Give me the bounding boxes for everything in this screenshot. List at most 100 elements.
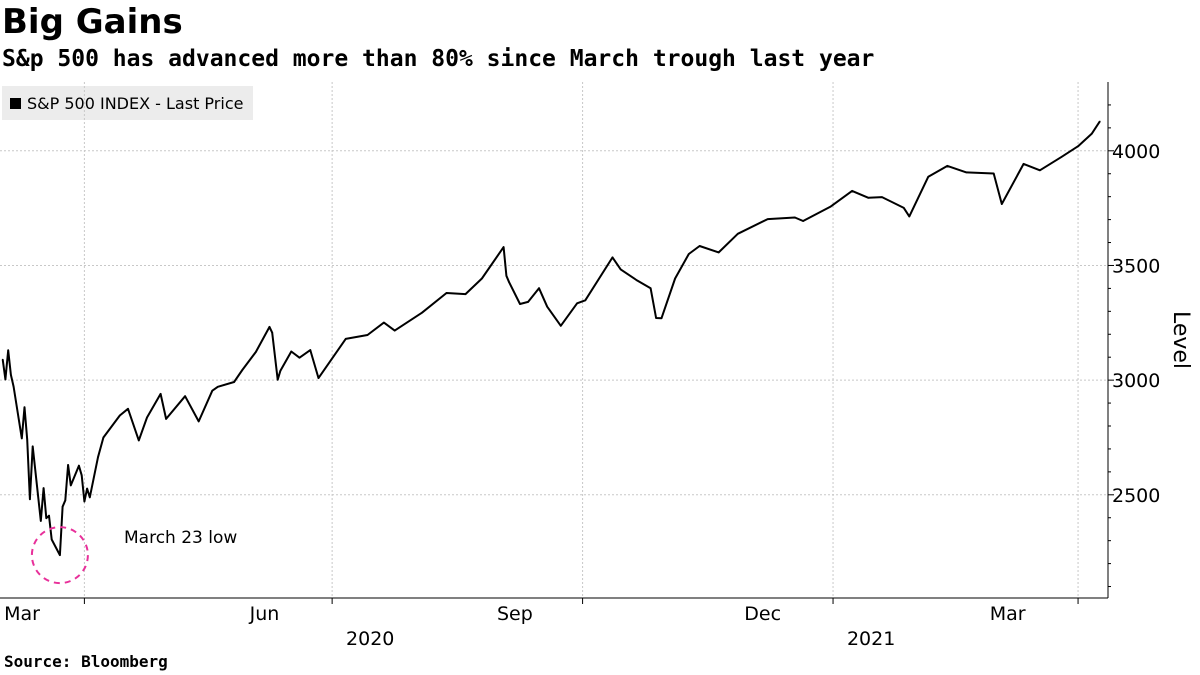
data-point	[674, 277, 676, 280]
data-point	[383, 321, 385, 324]
data-point	[317, 377, 320, 379]
data-point	[344, 338, 347, 340]
data-point	[611, 256, 614, 259]
gridlines	[0, 82, 1108, 598]
axes: 2500 3000 3500 4000 Mar Jun Sep Dec Mar 2020 2021 L…	[0, 82, 1193, 650]
data-point	[271, 331, 274, 334]
data-point	[698, 245, 701, 247]
data-point	[576, 302, 578, 305]
data-point	[965, 171, 968, 174]
series-layer	[1, 120, 1101, 557]
data-point	[802, 220, 804, 222]
data-point	[45, 517, 48, 519]
data-point	[508, 281, 510, 284]
data-point	[584, 299, 587, 302]
data-point	[1, 358, 4, 361]
data-point	[216, 385, 219, 388]
data-point	[560, 324, 562, 327]
data-point	[1001, 203, 1003, 205]
chart-subtitle: S&p 500 has advanced more than 80% since…	[2, 46, 875, 72]
data-point	[908, 215, 911, 218]
data-point	[165, 418, 167, 420]
y-tick-label: 2500	[1112, 485, 1160, 507]
data-point	[927, 175, 930, 178]
y-axis-title: Level	[1168, 311, 1193, 369]
x-tick-label: Mar	[4, 603, 40, 625]
data-point	[159, 393, 162, 395]
data-point	[1039, 169, 1041, 172]
data-point	[233, 381, 235, 383]
data-point	[20, 437, 23, 440]
series-line-sp500	[1, 120, 1101, 557]
data-point	[255, 351, 257, 353]
annotation-layer: March 23 low	[30, 526, 237, 585]
data-point	[445, 292, 448, 294]
data-point	[48, 514, 50, 517]
data-point	[1077, 145, 1079, 148]
data-point	[59, 554, 61, 556]
data-point	[146, 416, 148, 419]
data-point	[636, 279, 638, 282]
data-point	[505, 274, 508, 277]
annotation-label: March 23 low	[124, 528, 237, 548]
data-point	[50, 538, 53, 541]
data-point	[29, 498, 31, 500]
data-point	[421, 311, 423, 314]
data-point	[31, 445, 34, 448]
data-point	[83, 500, 86, 503]
data-point	[992, 172, 995, 175]
data-point	[519, 303, 521, 305]
legend: S&P 500 INDEX - Last Price	[2, 86, 254, 120]
data-point	[10, 374, 12, 376]
data-point	[366, 334, 369, 336]
data-point	[276, 378, 279, 381]
data-point	[69, 484, 72, 487]
x-tick-label: Sep	[497, 603, 533, 625]
x-year-label: 2020	[346, 628, 394, 650]
data-point	[78, 464, 80, 467]
data-point	[736, 233, 739, 235]
x-year-label: 2021	[847, 628, 895, 650]
data-point	[527, 301, 529, 303]
data-point	[946, 165, 949, 167]
data-point	[851, 190, 853, 192]
data-point	[102, 436, 105, 439]
data-point	[502, 246, 505, 248]
data-point	[766, 218, 769, 220]
data-point	[538, 287, 540, 289]
data-point	[40, 520, 42, 522]
data-point	[97, 456, 99, 458]
data-point	[1022, 163, 1025, 165]
legend-label: S&P 500 INDEX - Last Price	[27, 93, 244, 113]
data-point	[26, 438, 29, 441]
data-point	[309, 349, 312, 351]
legend-swatch	[10, 97, 21, 109]
data-point	[138, 439, 140, 442]
data-point	[687, 253, 690, 255]
data-point	[184, 395, 186, 397]
data-point	[89, 496, 91, 499]
x-tick-label: Mar	[990, 603, 1026, 625]
data-point	[241, 369, 244, 371]
data-point	[42, 487, 45, 489]
data-point	[80, 474, 83, 477]
data-point	[867, 197, 870, 199]
data-point	[211, 389, 214, 392]
data-point	[903, 207, 905, 209]
data-point	[717, 251, 720, 254]
data-point	[268, 326, 271, 328]
data-point	[546, 305, 548, 308]
source-note: Source: Bloomberg	[4, 652, 168, 671]
data-point	[290, 350, 293, 353]
data-point	[464, 293, 467, 295]
data-point	[393, 329, 396, 332]
data-point	[12, 385, 15, 388]
y-tick-label: 3000	[1112, 370, 1160, 392]
data-point	[118, 414, 121, 417]
data-point	[197, 420, 200, 423]
data-point	[7, 349, 9, 352]
data-point	[881, 196, 883, 198]
data-point	[23, 406, 26, 408]
data-point	[298, 356, 301, 359]
